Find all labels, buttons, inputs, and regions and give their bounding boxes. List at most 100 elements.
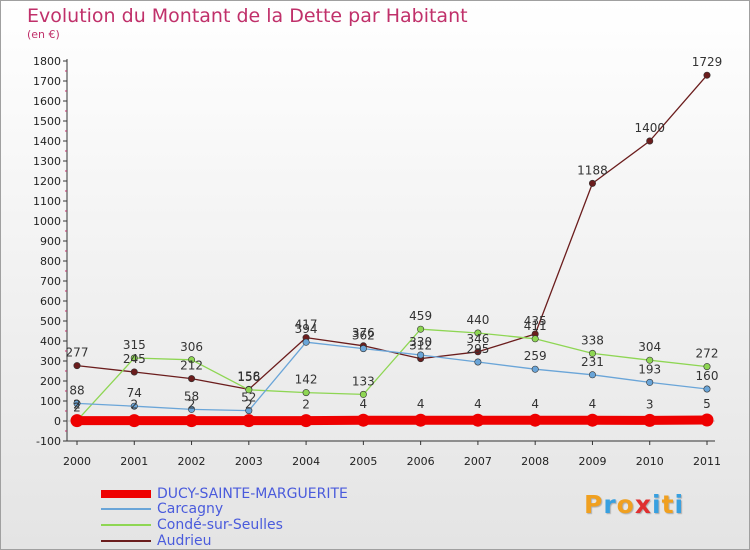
data-label: 315	[123, 338, 146, 352]
y-tick-label: 100	[40, 395, 61, 408]
data-point	[585, 413, 599, 427]
data-point	[588, 371, 596, 379]
data-label: 58	[184, 389, 199, 403]
y-tick-label: 500	[40, 315, 61, 328]
proxiti-logo: Proxiti	[584, 490, 684, 519]
x-tick-label: 2000	[63, 455, 91, 468]
data-point	[302, 338, 310, 346]
logo-letter: i	[652, 490, 662, 519]
data-label: 245	[123, 352, 146, 366]
data-label: 338	[581, 333, 604, 347]
data-point	[185, 414, 199, 428]
series-line-3	[76, 74, 708, 391]
data-point	[73, 399, 81, 407]
data-point	[474, 348, 482, 356]
logo-letter: t	[661, 490, 675, 519]
x-tick-label: 2006	[407, 455, 435, 468]
data-point	[245, 407, 253, 415]
data-label: 312	[409, 339, 432, 353]
chart-title: Evolution du Montant de la Dette par Hab…	[27, 5, 468, 27]
data-label: 459	[409, 309, 432, 323]
data-label: 158	[237, 369, 260, 383]
data-point	[474, 358, 482, 366]
logo-letter: P	[584, 490, 604, 519]
data-label: 346	[466, 332, 489, 346]
y-tick-label: 800	[40, 255, 61, 268]
series-line-1	[76, 341, 708, 412]
x-tick-label: 2007	[464, 455, 492, 468]
data-label: 133	[352, 374, 375, 388]
data-point	[302, 389, 310, 397]
x-tick-label: 2001	[120, 455, 148, 468]
data-label: 306	[180, 340, 203, 354]
y-tick-label: 1500	[33, 115, 61, 128]
data-label: 440	[466, 313, 489, 327]
data-point	[700, 413, 714, 427]
data-label: 4	[417, 397, 425, 411]
data-label: 74	[127, 386, 142, 400]
data-label: 2	[302, 398, 310, 412]
legend-item: Carcagny	[101, 501, 223, 517]
data-point	[130, 368, 138, 376]
y-tick-label: 1600	[33, 95, 61, 108]
data-label: 417	[295, 318, 318, 332]
data-point	[417, 325, 425, 333]
data-label: 259	[524, 349, 547, 363]
legend-item: Audrieu	[101, 533, 211, 549]
data-label: 2	[245, 398, 253, 412]
data-label: 193	[638, 362, 661, 376]
data-point	[245, 386, 253, 394]
y-tick-label: 1300	[33, 155, 61, 168]
data-label: 4	[360, 397, 368, 411]
data-label: 435	[524, 314, 547, 328]
y-tick-label: 1800	[33, 55, 61, 68]
data-label: 277	[66, 346, 89, 360]
data-label: 4	[474, 397, 482, 411]
data-label: 212	[180, 359, 203, 373]
data-point	[188, 405, 196, 413]
data-point	[474, 329, 482, 337]
series-line-2	[76, 328, 708, 422]
x-tick-label: 2011	[693, 455, 721, 468]
logo-letter: i	[674, 490, 685, 519]
data-point	[299, 414, 313, 428]
data-label: 1188	[577, 163, 608, 177]
x-tick-label: 2009	[578, 455, 606, 468]
data-label: 1400	[634, 121, 665, 135]
data-point	[646, 137, 654, 145]
y-tick-label: 1000	[33, 215, 61, 228]
y-tick-label: 1100	[33, 195, 61, 208]
data-label: 2	[188, 398, 196, 412]
data-point	[703, 363, 711, 371]
data-point	[70, 414, 84, 428]
logo-letter: r	[603, 490, 617, 519]
legend-swatch	[101, 524, 151, 526]
data-point	[127, 414, 141, 428]
data-label: 142	[295, 373, 318, 387]
legend-item: Condé-sur-Seulles	[101, 517, 283, 533]
data-label: 160	[696, 369, 719, 383]
data-label: 2	[73, 398, 81, 412]
data-point	[188, 375, 196, 383]
data-label: 2	[130, 398, 138, 412]
data-point	[359, 390, 367, 398]
y-tick-label: 900	[40, 235, 61, 248]
data-label: 4	[589, 397, 597, 411]
x-tick-label: 2008	[521, 455, 549, 468]
data-label: 411	[524, 319, 547, 333]
data-label: 272	[696, 347, 719, 361]
series-line-0	[77, 415, 708, 426]
x-tick-label: 2002	[178, 455, 206, 468]
legend-swatch	[101, 490, 151, 498]
data-point	[73, 362, 81, 370]
x-tick-label: 2004	[292, 455, 320, 468]
legend-label: Condé-sur-Seulles	[157, 517, 283, 533]
data-label: 4	[531, 397, 539, 411]
logo-letter: x	[634, 490, 652, 519]
data-point	[528, 413, 542, 427]
legend-label: DUCY-SAINTE-MARGUERITE	[157, 486, 348, 502]
y-tick-label: 0	[54, 415, 61, 428]
data-label: 330	[409, 335, 432, 349]
legend-item: DUCY-SAINTE-MARGUERITE	[101, 486, 348, 502]
